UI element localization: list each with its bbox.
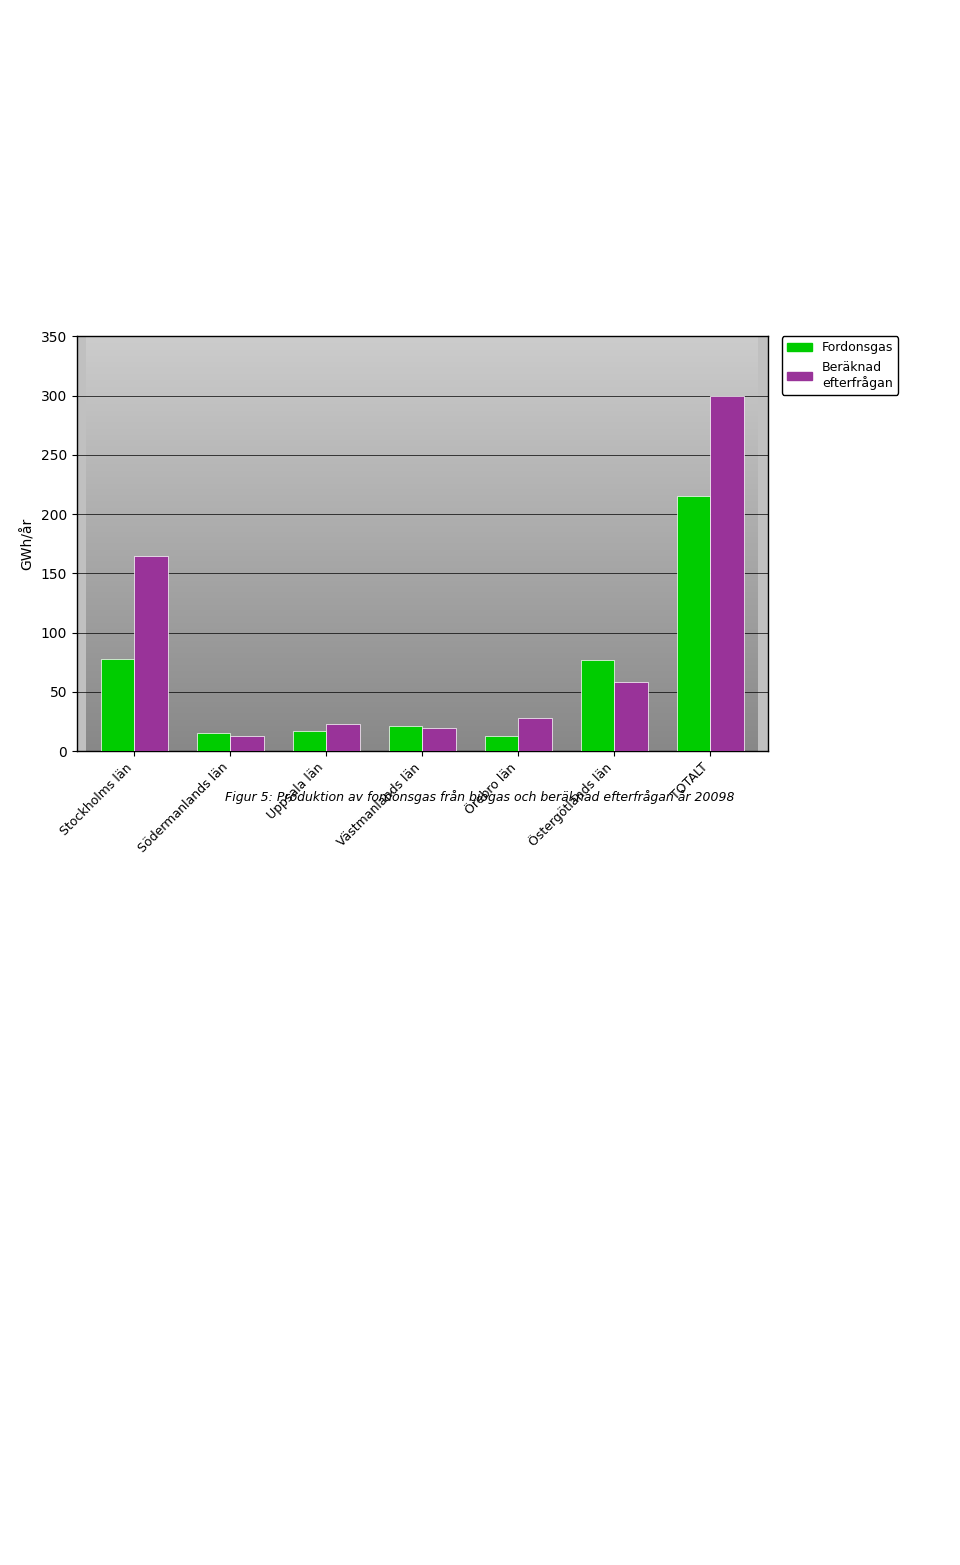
Bar bbox=[326, 725, 360, 751]
Bar bbox=[614, 682, 648, 751]
Bar bbox=[518, 718, 552, 751]
Bar bbox=[422, 728, 456, 751]
Bar bbox=[230, 736, 264, 751]
Bar bbox=[677, 496, 710, 751]
Bar bbox=[101, 659, 134, 751]
Bar bbox=[485, 736, 518, 751]
Bar bbox=[293, 731, 326, 751]
Bar bbox=[134, 556, 168, 751]
Bar bbox=[197, 734, 230, 751]
Bar bbox=[389, 726, 422, 751]
Legend: Fordonsgas, Beräknad
efterfrågan: Fordonsgas, Beräknad efterfrågan bbox=[781, 336, 899, 394]
Bar bbox=[710, 396, 744, 751]
Bar bbox=[581, 660, 614, 751]
Y-axis label: GWh/år: GWh/år bbox=[21, 518, 36, 570]
Text: Figur 5: Produktion av fordonsgas från biogas och beräknad efterfrågan år 20098: Figur 5: Produktion av fordonsgas från b… bbox=[226, 790, 734, 804]
